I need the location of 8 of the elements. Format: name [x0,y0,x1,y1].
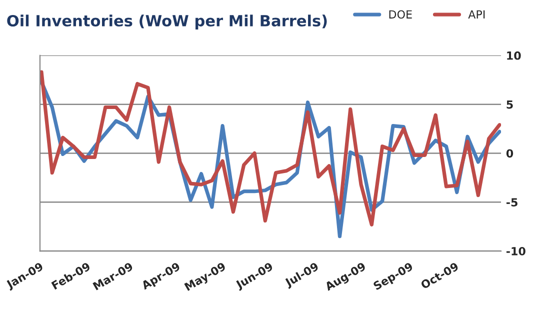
legend-label: DOE [389,10,412,19]
chart-title: Oil Inventories (WoW per Mil Barrels) [7,14,327,30]
y-tick-label: 5 [506,100,513,109]
y-tick-label: -10 [506,246,526,256]
y-tick-label: 0 [506,149,514,158]
legend-label: API [468,10,485,18]
y-tick-label: -5 [506,198,518,206]
y-tick-label: 10 [507,51,521,60]
